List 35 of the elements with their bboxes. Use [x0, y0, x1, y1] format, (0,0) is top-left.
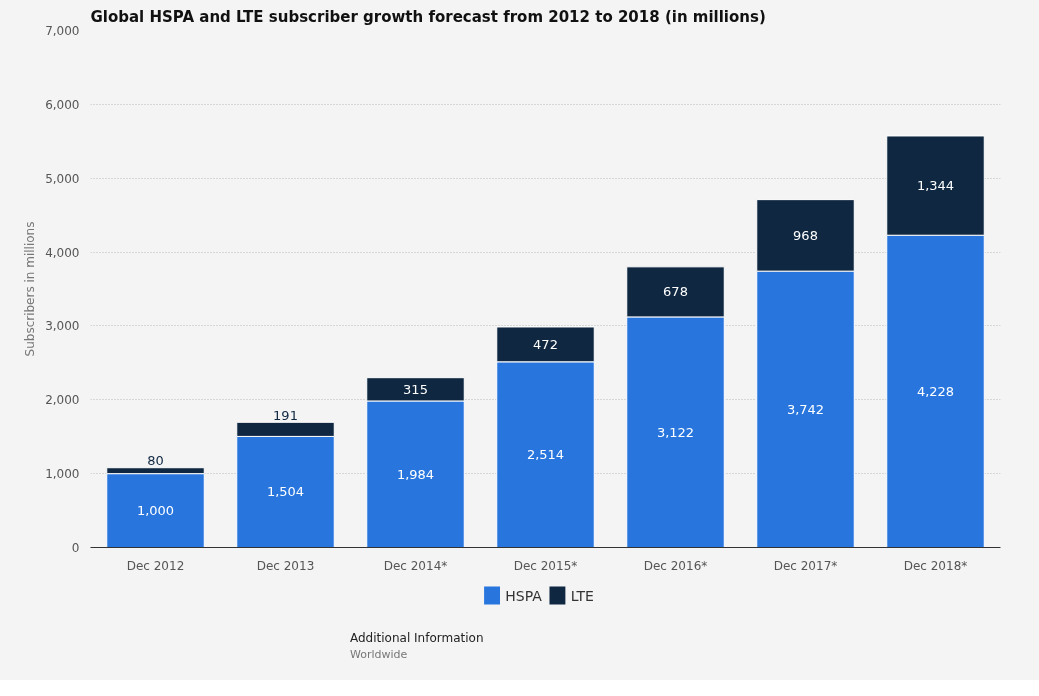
y-tick-label: 0	[71, 541, 80, 555]
data-label: 2,514	[526, 447, 565, 463]
text: Worldwide	[350, 647, 409, 663]
y-tick-label: 4,000	[45, 245, 80, 260]
text: Additional Information	[350, 630, 484, 647]
data-label: 678	[663, 284, 688, 300]
y-tick-label: 6,000	[45, 97, 80, 112]
legend-label: LTE	[570, 587, 594, 604]
data-label: 472	[533, 336, 558, 352]
y-tick-label: 2,000	[45, 393, 80, 408]
data-label: 80	[147, 453, 164, 469]
x-tick-label: Dec 2016*	[643, 558, 708, 573]
data-label: 1,984	[396, 466, 435, 482]
data-label: 315	[403, 381, 428, 397]
x-tick-label: Dec 2015*	[513, 558, 578, 573]
data-label: 1,344	[916, 178, 955, 194]
y-axis-title: Subscribers in millions	[23, 221, 38, 357]
data-label: 1,000	[136, 503, 175, 519]
data-label: 191	[273, 407, 298, 423]
x-tick-label: Dec 2018*	[903, 558, 968, 573]
y-tick-label: 7,000	[45, 24, 80, 38]
data-label: 3,742	[786, 401, 825, 417]
y-tick-label: 3,000	[45, 319, 80, 334]
x-tick-label: Dec 2017*	[773, 558, 838, 573]
x-tick-label: Dec 2012	[126, 558, 185, 573]
data-label: 3,122	[656, 424, 695, 440]
x-tick-label: Dec 2014*	[383, 558, 448, 573]
data-label: 968	[793, 227, 818, 243]
y-tick-label: 1,000	[45, 467, 80, 482]
data-label: 4,228	[916, 383, 955, 399]
legend-label: HSPA	[505, 587, 543, 604]
x-tick-label: Dec 2013	[256, 558, 315, 573]
data-label: 1,504	[266, 484, 305, 500]
y-tick-label: 5,000	[45, 171, 80, 186]
chart-title: Global HSPA and LTE subscriber growth forecast from 2012 to 2018 (in millions)	[90, 7, 766, 26]
